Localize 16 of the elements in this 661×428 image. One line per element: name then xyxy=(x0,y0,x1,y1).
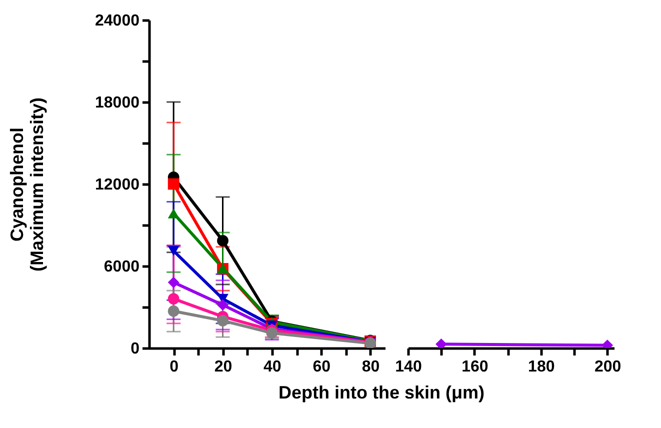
x-tick-label: 200 xyxy=(594,358,622,376)
y-tick-label: 0 xyxy=(130,340,140,358)
x-tick-label: 40 xyxy=(264,358,282,376)
x-tick-label: 60 xyxy=(312,358,331,376)
y-tick-label: 6000 xyxy=(104,258,140,276)
x-tick-label: 20 xyxy=(214,358,232,376)
x-tick-label: 80 xyxy=(362,358,380,376)
x-tick-label: 160 xyxy=(462,358,488,376)
y-axis-title: Cyanophenol (Maximum intensity) xyxy=(7,97,48,272)
y-tick-label: 12000 xyxy=(95,176,140,194)
y-tick-label: 18000 xyxy=(95,94,140,112)
x-tick-label: 140 xyxy=(395,358,422,376)
x-tick-label: 180 xyxy=(528,358,555,376)
x-axis-title: Depth into the skin (μm) xyxy=(278,382,485,402)
x-tick-label: 0 xyxy=(170,358,179,376)
y-tick-label: 24000 xyxy=(95,12,140,30)
